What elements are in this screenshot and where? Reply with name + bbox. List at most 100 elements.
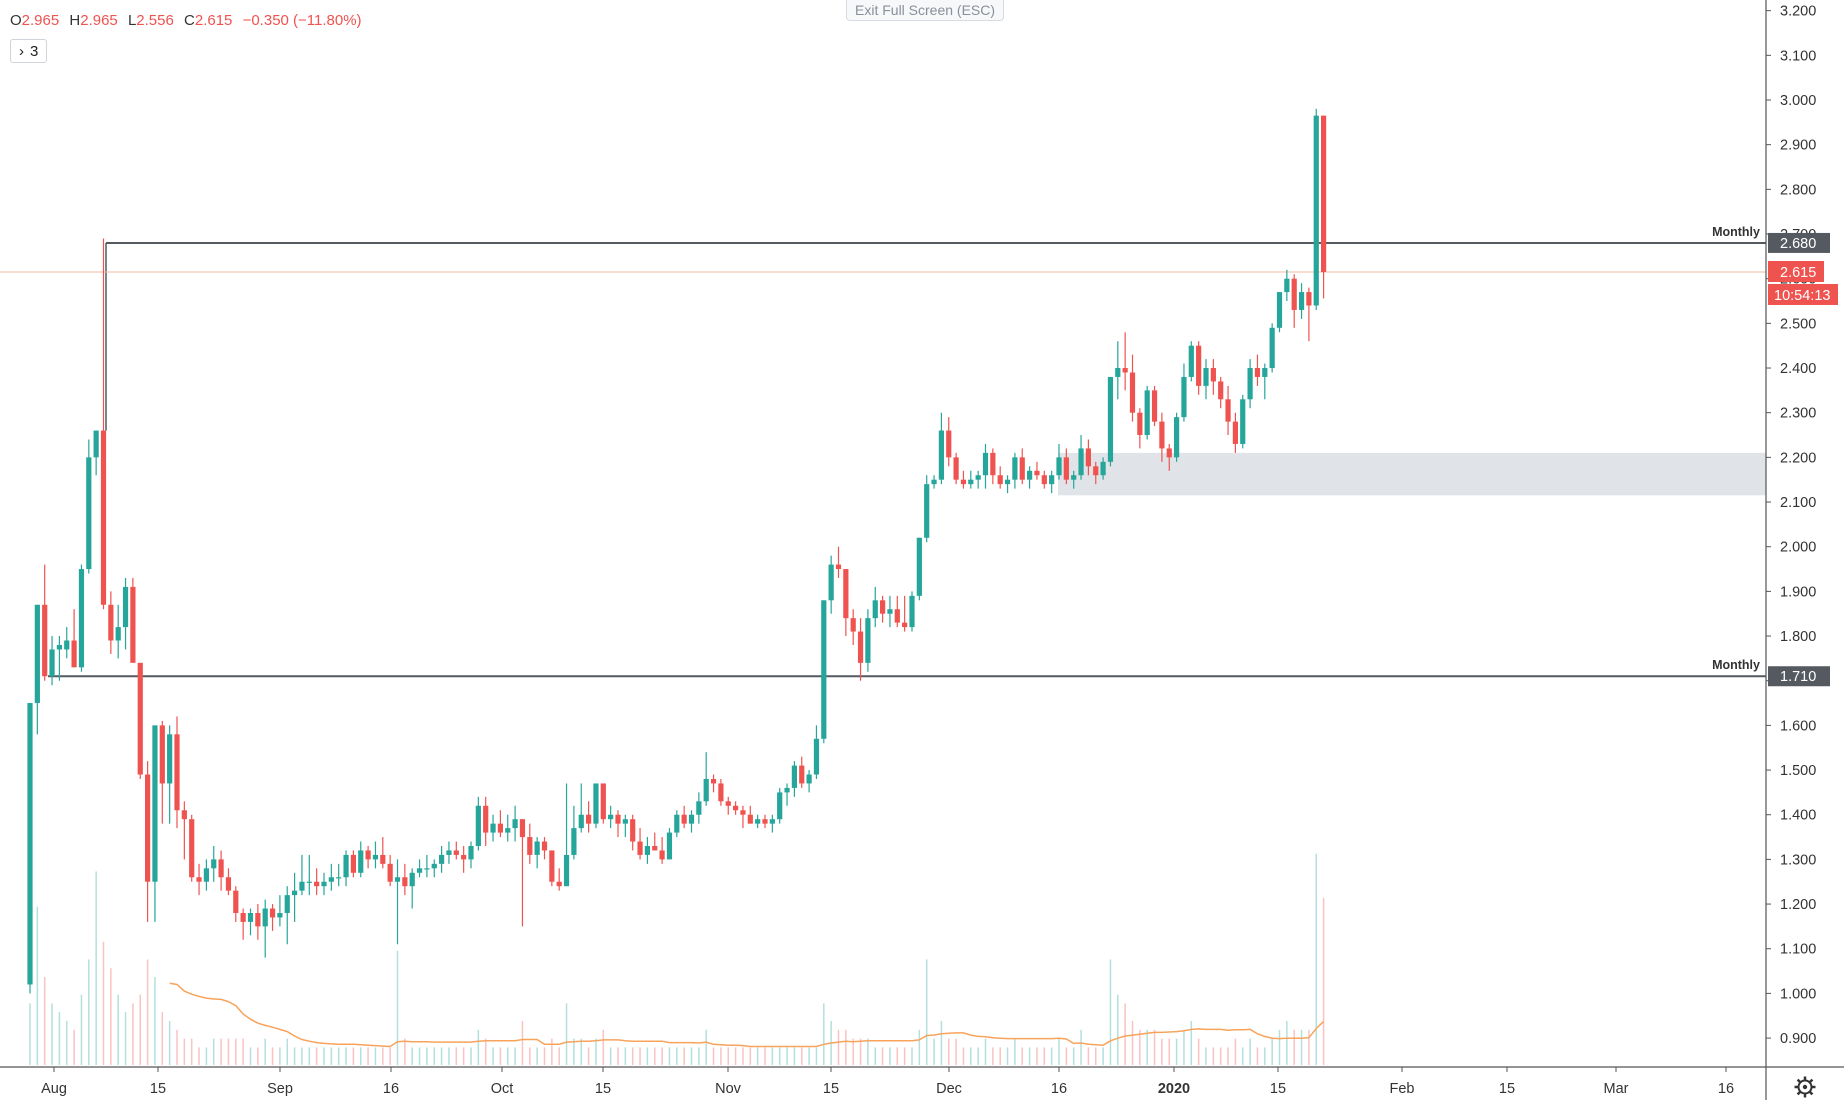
candle[interactable] (203, 859, 209, 891)
candle[interactable] (402, 863, 408, 896)
candle[interactable] (468, 841, 474, 869)
candle[interactable] (225, 868, 232, 896)
candle[interactable] (453, 841, 459, 860)
candle[interactable] (990, 448, 996, 485)
candle[interactable] (821, 600, 827, 744)
candle[interactable] (975, 470, 981, 489)
candle[interactable] (64, 627, 70, 659)
candle[interactable] (762, 814, 768, 829)
candle[interactable] (1041, 470, 1047, 489)
candle[interactable] (1269, 323, 1275, 373)
candle[interactable] (424, 854, 430, 878)
candle[interactable] (1093, 461, 1099, 485)
candle[interactable] (534, 837, 540, 869)
candle[interactable] (1174, 412, 1180, 462)
candle[interactable] (835, 546, 842, 578)
candlesticks[interactable] (27, 108, 1327, 994)
candle[interactable] (1034, 461, 1040, 480)
candle[interactable] (652, 832, 658, 851)
candle[interactable] (380, 837, 386, 869)
candle[interactable] (593, 783, 599, 829)
candle[interactable] (1254, 354, 1261, 386)
candle[interactable] (233, 886, 239, 922)
candle[interactable] (1159, 412, 1165, 462)
candle[interactable] (218, 850, 224, 891)
candle[interactable] (1298, 283, 1305, 319)
candle[interactable] (666, 828, 673, 860)
candle[interactable] (108, 591, 114, 654)
candle[interactable] (497, 810, 503, 838)
candle[interactable] (240, 908, 246, 940)
candle[interactable] (42, 564, 48, 681)
candle[interactable] (968, 470, 974, 489)
candle[interactable] (1107, 376, 1114, 467)
candle[interactable] (1210, 359, 1216, 395)
candle[interactable] (49, 636, 55, 686)
candle[interactable] (880, 595, 886, 623)
candle[interactable] (733, 801, 739, 815)
candle[interactable] (181, 801, 187, 860)
candle[interactable] (167, 725, 173, 824)
candle[interactable] (1284, 269, 1290, 302)
candle[interactable] (1019, 448, 1025, 485)
candle[interactable] (269, 904, 276, 931)
candle[interactable] (314, 868, 320, 896)
candle[interactable] (924, 475, 930, 543)
candle[interactable] (86, 439, 92, 574)
candle[interactable] (306, 854, 312, 896)
candle[interactable] (1137, 408, 1143, 449)
candle[interactable] (755, 814, 761, 829)
candle[interactable] (527, 823, 533, 864)
candle[interactable] (887, 595, 893, 628)
candle[interactable] (710, 774, 717, 793)
candle[interactable] (1100, 457, 1106, 480)
candle[interactable] (394, 859, 401, 945)
candle[interactable] (416, 859, 423, 878)
candle[interactable] (960, 470, 967, 489)
candle[interactable] (563, 783, 570, 887)
candle[interactable] (982, 443, 989, 489)
candle[interactable] (122, 577, 129, 650)
candle[interactable] (747, 805, 753, 824)
candle[interactable] (343, 850, 349, 887)
candle[interactable] (152, 725, 158, 922)
candle[interactable] (56, 636, 62, 681)
candle[interactable] (475, 796, 481, 851)
candle[interactable] (505, 814, 511, 842)
candle[interactable] (159, 720, 165, 824)
candle[interactable] (916, 537, 922, 601)
candle[interactable] (541, 837, 548, 860)
candle[interactable] (1276, 292, 1283, 333)
candle[interactable] (196, 863, 202, 896)
candle[interactable] (277, 895, 283, 927)
candle[interactable] (1196, 341, 1202, 395)
candle[interactable] (600, 783, 606, 824)
candle[interactable] (784, 783, 790, 806)
candle[interactable] (145, 761, 151, 922)
candle[interactable] (262, 899, 268, 958)
candle[interactable] (1166, 443, 1172, 471)
candle[interactable] (556, 868, 562, 891)
candle[interactable] (483, 796, 489, 846)
candle[interactable] (813, 725, 820, 779)
candle[interactable] (247, 908, 254, 936)
indicators-toggle-button[interactable]: › 3 (10, 39, 48, 63)
candle[interactable] (872, 586, 878, 628)
candle[interactable] (549, 850, 555, 887)
candle[interactable] (1151, 385, 1158, 427)
candle[interactable] (725, 796, 731, 815)
candle[interactable] (446, 841, 452, 864)
candle[interactable] (1240, 394, 1246, 449)
candle[interactable] (328, 863, 334, 891)
candle[interactable] (1181, 363, 1187, 422)
candle[interactable] (1291, 274, 1297, 328)
candle[interactable] (1071, 470, 1077, 489)
candle[interactable] (828, 555, 834, 614)
candle[interactable] (409, 868, 415, 909)
exit-fullscreen-button[interactable]: Exit Full Screen (ESC) (846, 0, 1005, 21)
candle[interactable] (100, 238, 107, 610)
candle[interactable] (299, 854, 305, 896)
candle[interactable] (953, 452, 959, 485)
candle[interactable] (630, 814, 636, 851)
candle[interactable] (1225, 385, 1231, 436)
